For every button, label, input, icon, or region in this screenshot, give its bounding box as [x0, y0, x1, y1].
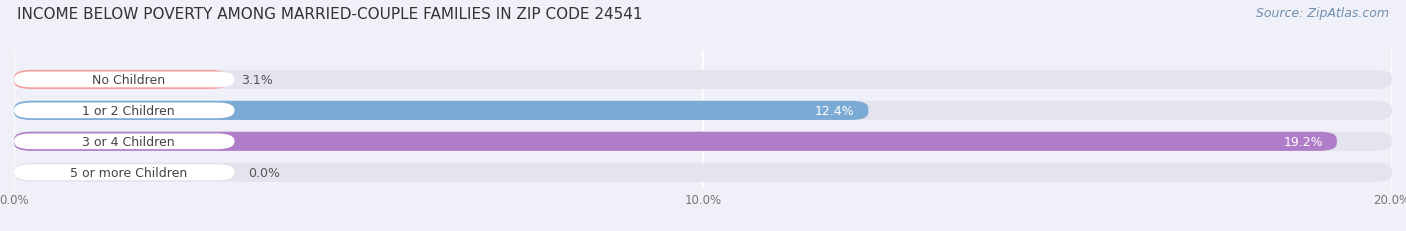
FancyBboxPatch shape	[14, 70, 228, 90]
Text: 19.2%: 19.2%	[1284, 135, 1323, 148]
FancyBboxPatch shape	[14, 101, 869, 120]
FancyBboxPatch shape	[14, 101, 1392, 120]
FancyBboxPatch shape	[14, 132, 1337, 151]
Text: 5 or more Children: 5 or more Children	[70, 166, 187, 179]
FancyBboxPatch shape	[14, 134, 235, 149]
Text: 1 or 2 Children: 1 or 2 Children	[83, 104, 174, 117]
FancyBboxPatch shape	[14, 165, 235, 180]
Text: 12.4%: 12.4%	[815, 104, 855, 117]
Text: Source: ZipAtlas.com: Source: ZipAtlas.com	[1256, 7, 1389, 20]
Text: 3 or 4 Children: 3 or 4 Children	[83, 135, 174, 148]
Text: 3.1%: 3.1%	[242, 74, 273, 87]
Text: 0.0%: 0.0%	[249, 166, 280, 179]
FancyBboxPatch shape	[14, 72, 235, 88]
Text: No Children: No Children	[93, 74, 166, 87]
FancyBboxPatch shape	[14, 70, 1392, 90]
FancyBboxPatch shape	[14, 132, 1392, 151]
FancyBboxPatch shape	[14, 163, 1392, 182]
Text: INCOME BELOW POVERTY AMONG MARRIED-COUPLE FAMILIES IN ZIP CODE 24541: INCOME BELOW POVERTY AMONG MARRIED-COUPL…	[17, 7, 643, 22]
FancyBboxPatch shape	[14, 103, 235, 119]
